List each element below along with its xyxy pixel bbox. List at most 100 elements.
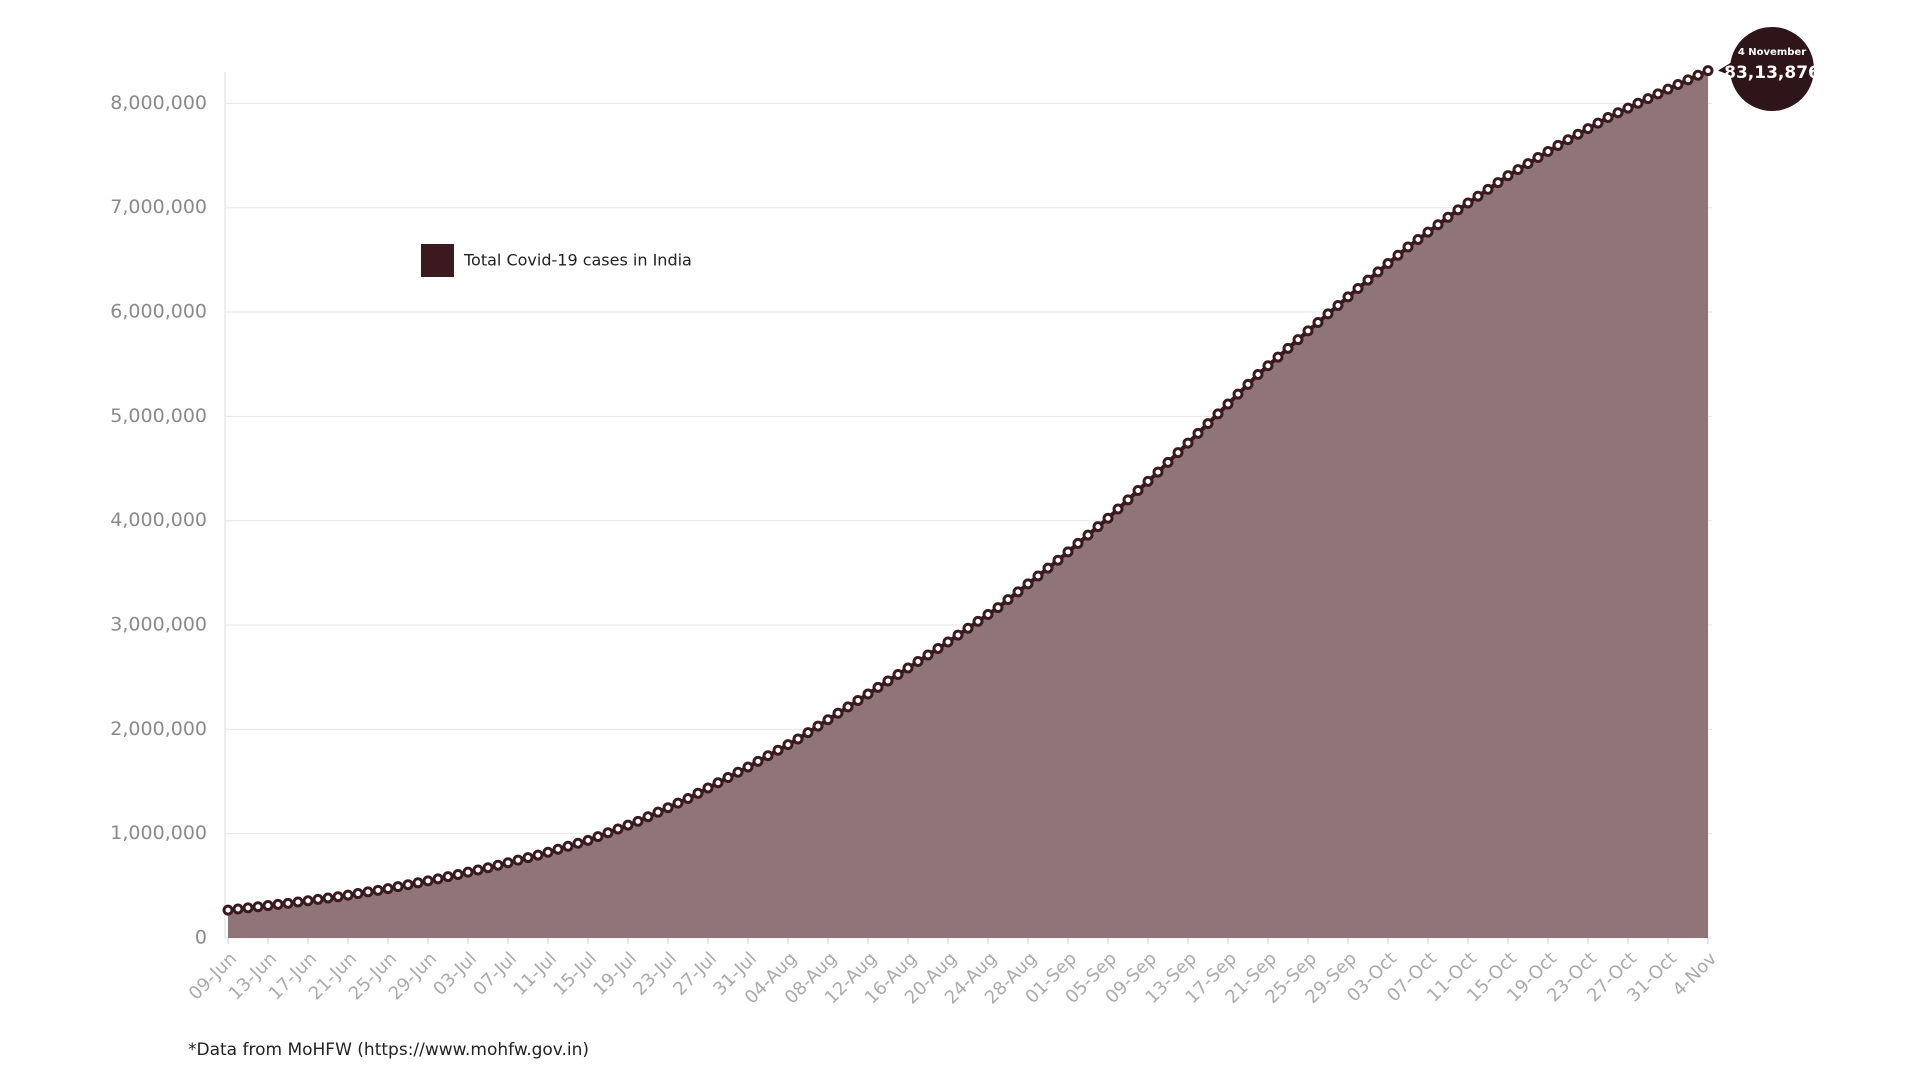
point: [1402, 241, 1414, 253]
point: [1652, 88, 1664, 100]
point: [1102, 512, 1114, 524]
y-tick-label: 5,000,000: [110, 405, 207, 427]
point: [1322, 308, 1334, 320]
point: [862, 688, 874, 700]
point: [1522, 158, 1534, 170]
annotation-label: 83,13,876: [1724, 63, 1820, 83]
point: [412, 877, 424, 889]
point: [1352, 282, 1364, 294]
point: [522, 852, 534, 864]
point: [542, 846, 554, 858]
point: [1622, 102, 1634, 114]
point: [502, 857, 514, 869]
y-tick-label: 1,000,000: [110, 822, 207, 844]
point: [352, 888, 364, 900]
point: [612, 823, 624, 835]
point: [492, 859, 504, 871]
point: [1612, 107, 1624, 119]
point: [842, 701, 854, 713]
y-tick-label: 2,000,000: [110, 718, 207, 740]
x-tick-label: 11-Jul: [509, 948, 561, 1000]
point: [802, 727, 814, 739]
point: [952, 629, 964, 641]
x-tick-label: 23-Jul: [629, 948, 681, 1000]
point: [912, 656, 924, 668]
point: [1702, 65, 1714, 77]
point: [1672, 79, 1684, 91]
point: [632, 815, 644, 827]
point: [1302, 325, 1314, 337]
point: [1002, 594, 1014, 606]
point: [1092, 521, 1104, 533]
point: [272, 898, 284, 910]
point: [422, 875, 434, 887]
x-tick-label: 27-Jul: [669, 948, 721, 1000]
y-tick-label: 4,000,000: [110, 509, 207, 531]
point: [1242, 378, 1254, 390]
point: [1452, 204, 1464, 216]
point: [1572, 128, 1584, 140]
x-tick-label: 15-Jul: [549, 948, 601, 1000]
point: [1182, 437, 1194, 449]
point: [552, 843, 564, 855]
point: [1192, 427, 1204, 439]
point: [1602, 111, 1614, 123]
point: [432, 873, 444, 885]
point: [1642, 93, 1654, 105]
point: [1682, 74, 1694, 86]
point: [642, 811, 654, 823]
point: [1062, 546, 1074, 558]
point: [532, 849, 544, 861]
point: [362, 886, 374, 898]
point: [1532, 152, 1544, 164]
point: [392, 881, 404, 893]
point: [1172, 447, 1184, 459]
point: [1432, 219, 1444, 231]
point: [1362, 274, 1374, 286]
point: [402, 879, 414, 891]
point: [562, 840, 574, 852]
point: [382, 883, 394, 895]
point: [252, 901, 264, 913]
point: [652, 806, 664, 818]
x-tick-label: 03-Jul: [429, 948, 481, 1000]
point: [1052, 554, 1064, 566]
y-tick-label: 6,000,000: [110, 301, 207, 323]
point: [1592, 117, 1604, 129]
point: [1132, 485, 1144, 497]
point: [312, 893, 324, 905]
point: [692, 787, 704, 799]
y-tick-label: 3,000,000: [110, 614, 207, 636]
point: [1312, 316, 1324, 328]
legend-swatch: [421, 244, 454, 277]
point: [602, 827, 614, 839]
point: [1042, 562, 1054, 574]
point: [872, 681, 884, 693]
x-tick-label: 19-Jul: [589, 948, 641, 1000]
point: [662, 802, 674, 814]
point: [792, 733, 804, 745]
point: [1112, 503, 1124, 515]
point: [1382, 258, 1394, 270]
point: [482, 862, 494, 874]
point: [1472, 190, 1484, 202]
point: [1462, 197, 1474, 209]
point: [832, 707, 844, 719]
point: [1632, 97, 1644, 109]
point: [752, 755, 764, 767]
point: [242, 902, 254, 914]
point: [1442, 211, 1454, 223]
x-tick-label: 07-Jul: [469, 948, 521, 1000]
point: [852, 694, 864, 706]
point: [1482, 183, 1494, 195]
point: [682, 793, 694, 805]
point: [772, 744, 784, 756]
point: [742, 761, 754, 773]
point: [1022, 578, 1034, 590]
point: [1372, 266, 1384, 278]
point: [232, 903, 244, 915]
point: [462, 866, 474, 878]
point: [1072, 537, 1084, 549]
point: [302, 895, 314, 907]
point: [262, 900, 274, 912]
